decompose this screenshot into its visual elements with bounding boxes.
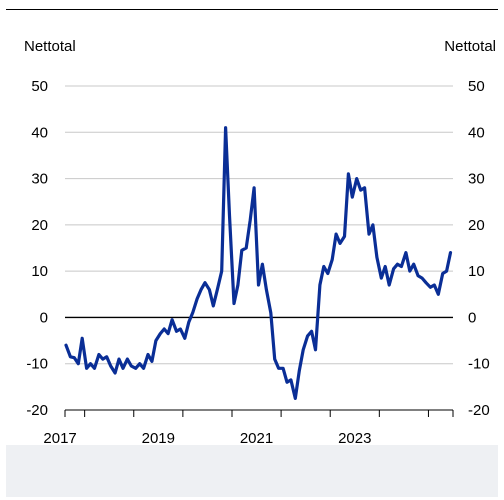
y-tick-label-left: 40: [31, 124, 48, 141]
y-axis-unit-left: Nettotal: [24, 38, 76, 55]
y-tick-label-right: 30: [468, 171, 485, 188]
y-tick-label-right: 10: [468, 263, 485, 280]
x-tick-label: 2021: [240, 430, 273, 447]
y-axis-unit-right: Nettotal: [444, 38, 496, 55]
y-tick-label-left: -20: [26, 402, 48, 419]
y-tick-label-left: 10: [31, 263, 48, 280]
y-tick-label-right: -20: [468, 402, 490, 419]
y-tick-label-right: 20: [468, 217, 485, 234]
y-tick-label-left: 0: [40, 309, 48, 326]
y-tick-label-left: 50: [31, 78, 48, 95]
footer-panel: [6, 445, 498, 497]
x-tick-label: 2023: [338, 430, 371, 447]
y-tick-label-right: -10: [468, 356, 490, 373]
x-tick-label: 2019: [142, 430, 175, 447]
y-tick-label-left: 20: [31, 217, 48, 234]
y-tick-label-right: 40: [468, 124, 485, 141]
y-tick-label-right: 0: [468, 309, 476, 326]
y-tick-label-left: -10: [26, 356, 48, 373]
y-tick-label-left: 30: [31, 171, 48, 188]
top-rule: [6, 9, 498, 10]
y-tick-label-right: 50: [468, 78, 485, 95]
series-line: [64, 126, 453, 400]
x-tick-label: 2017: [43, 430, 76, 447]
